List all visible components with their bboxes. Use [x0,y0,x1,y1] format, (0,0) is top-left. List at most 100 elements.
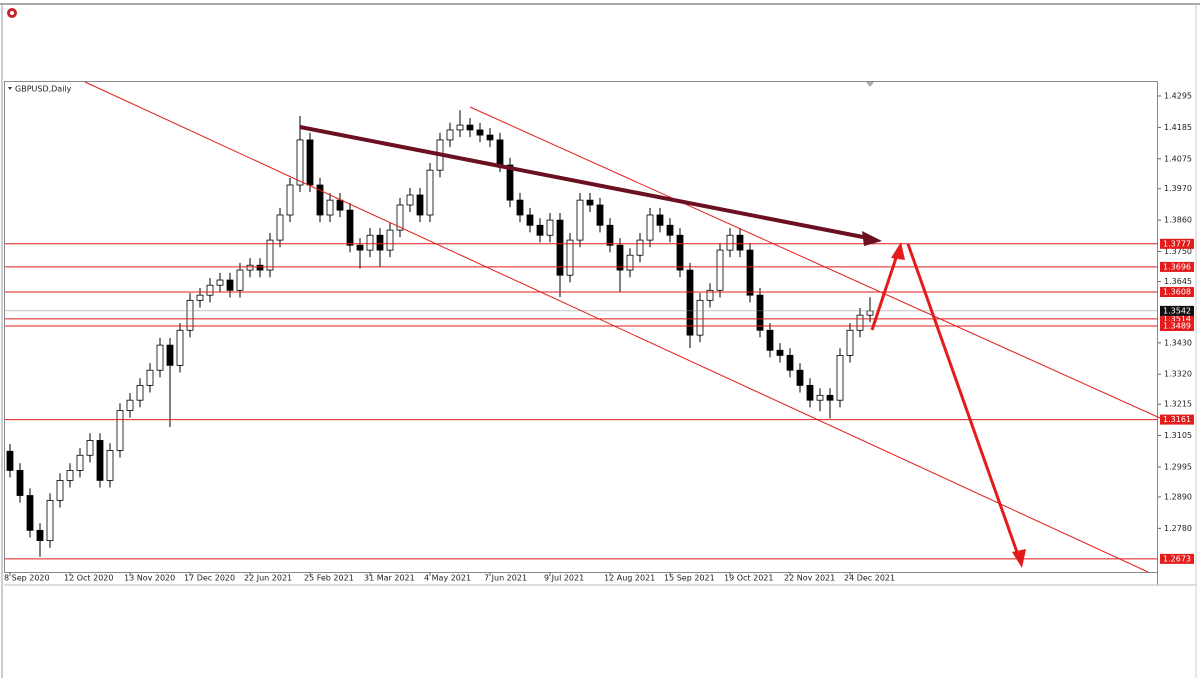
candle-body [156,344,164,371]
candle-body [396,204,404,231]
candle-body [266,239,274,271]
candle-body [346,209,354,246]
y-tick-label: 1.3215 [1164,400,1192,409]
x-tick-label: 31 Mar 2021 [364,574,415,583]
candle-body [206,284,214,296]
x-tick-label: 9 Jul 2021 [544,574,584,583]
candle-body [336,199,344,211]
candle-body [116,410,124,451]
title-marker [8,87,12,90]
y-tick-label: 1.4185 [1164,123,1192,132]
candle-body [606,224,614,246]
candle-body [566,239,574,276]
x-tick-label: 25 Feb 2021 [304,574,354,583]
candle-body [56,479,64,501]
level-label-box [1160,414,1194,425]
candle-body [16,470,24,496]
candle-body [426,169,434,216]
candle-body [536,224,544,236]
y-tick-label: 1.3860 [1164,216,1192,225]
y-tick-label: 1.2780 [1164,524,1192,533]
candle-body [66,470,74,481]
candle-body [126,399,134,411]
candle-body [826,394,834,401]
forecast-arrow [906,243,1020,556]
last-price-box [1160,305,1194,316]
level-label-box [1160,321,1194,332]
arrow-head [1012,549,1026,568]
candle-body [186,299,194,331]
candle-body [176,329,184,366]
level-label: 1.3514 [1163,314,1191,323]
candle-body [486,134,494,141]
candle-body [466,124,474,131]
candle-body [36,529,44,542]
candle-body [6,450,14,471]
candle-body [26,495,34,531]
level-label: 1.3489 [1163,322,1191,331]
candle-body [146,369,154,386]
candle-body [386,229,394,251]
candle-body [516,199,524,216]
candle-body [136,384,144,401]
candle-body [776,349,784,356]
candle-body [216,279,224,286]
x-tick-label: 24 Dec 2021 [844,574,895,583]
y-tick-label: 1.3970 [1164,184,1192,193]
candle-body [326,199,334,216]
candle-body [286,184,294,216]
candle-body [626,254,634,271]
candle-body [506,164,514,201]
y-tick-label: 1.4295 [1164,91,1192,100]
candle-body [256,264,264,271]
candle-body [76,454,84,471]
candle-body [846,329,854,356]
candle-body [546,219,554,236]
trend-line [469,106,1161,419]
candle-body [356,244,364,251]
candle-body [636,239,644,256]
candle-body [366,234,374,251]
y-tick-label: 1.4075 [1164,154,1192,163]
candle-body [866,310,874,316]
x-tick-label: 19 Oct 2021 [724,574,773,583]
y-tick-label: 1.3105 [1164,431,1192,440]
x-tick-label: 13 Nov 2020 [124,574,175,583]
candle-body [736,234,744,251]
candle-body [496,139,504,166]
x-tick-label: 12 Aug 2021 [604,574,655,583]
forecast-arrow [870,254,899,331]
level-label-box [1160,287,1194,298]
drawings [84,81,1161,573]
candle-body [726,234,734,251]
x-tick-label: 22 Nov 2021 [784,574,835,583]
level-label: 1.3161 [1163,415,1191,424]
candle-body [746,249,754,296]
candle-body [236,269,244,291]
level-label-box [1160,553,1194,564]
level-label-box [1160,238,1194,249]
last-price-label: 1.3542 [1163,306,1191,315]
chart-title: GBPUSD,Daily [15,85,72,94]
candle-body [416,194,424,216]
candle-body [716,249,724,291]
level-label: 1.3608 [1163,288,1191,297]
candle-body [556,219,564,276]
candle-body [766,329,774,351]
candle-body [526,214,534,226]
candle-body [786,354,794,371]
x-tick-label: 22 Jun 2021 [244,574,292,583]
level-label: 1.3696 [1163,262,1191,271]
level-label: 1.2673 [1163,554,1191,563]
candle-body [316,184,324,216]
candle-body [836,354,844,401]
y-tick-label: 1.2995 [1164,462,1192,471]
candle-body [756,294,764,331]
arrow-head [862,231,882,246]
candle-body [576,199,584,241]
y-tick-label: 1.3320 [1164,370,1192,379]
arrow-head [891,242,905,260]
level-label: 1.3777 [1163,239,1191,248]
x-tick-label: 8 Sep 2020 [4,574,50,583]
